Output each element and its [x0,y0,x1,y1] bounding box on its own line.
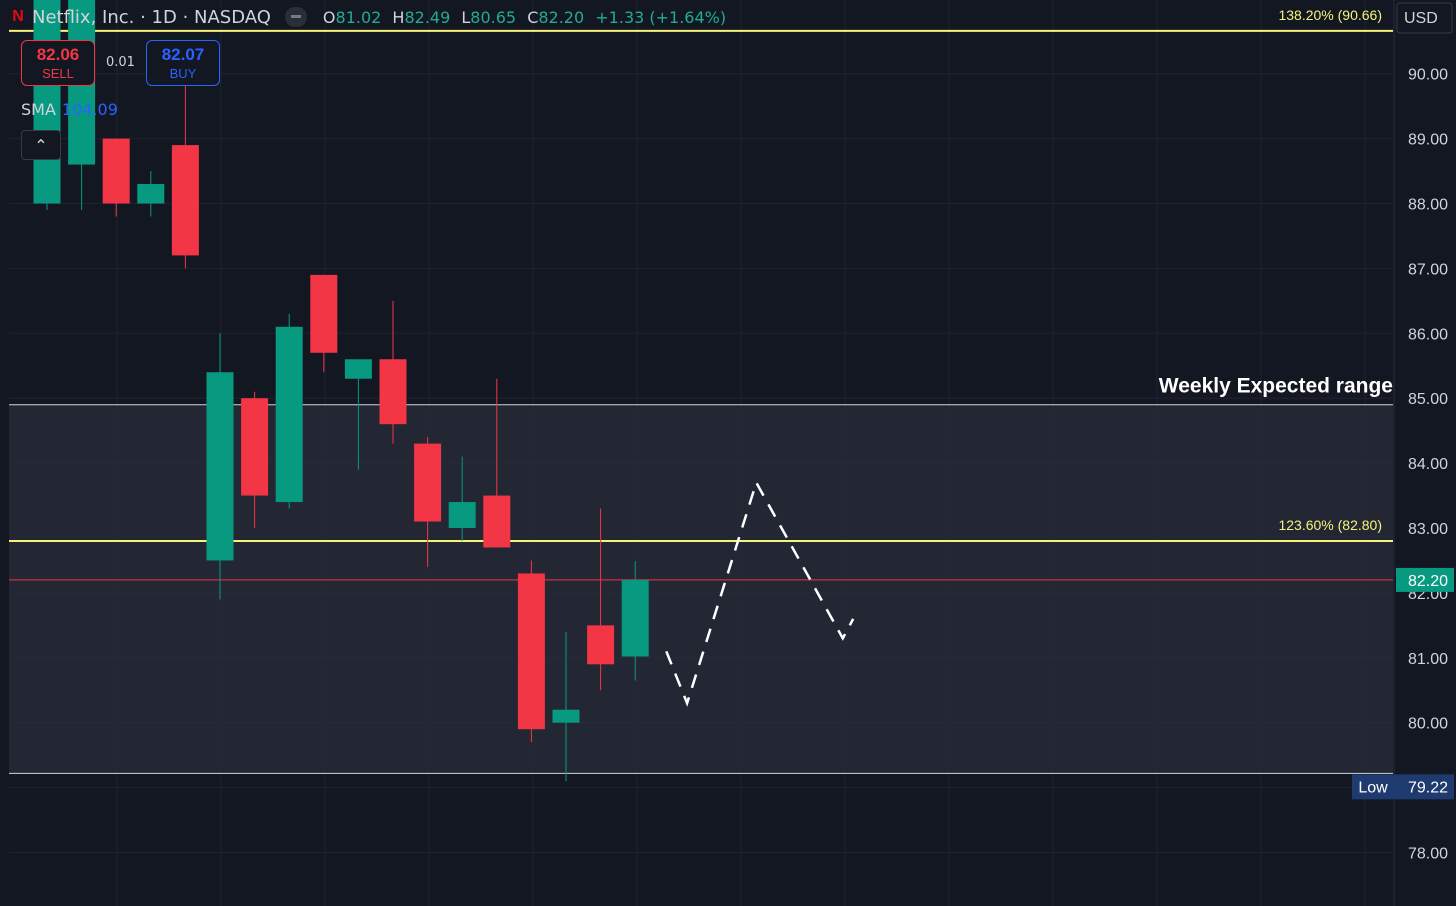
last-price-value: 82.20 [1408,573,1448,590]
currency-box[interactable] [1396,2,1453,34]
candle[interactable] [241,391,269,528]
expected-range-box [9,404,1393,774]
candles [33,0,649,782]
symbol-header[interactable]: N Netflix, Inc. · 1D · NASDAQ O81.02 H82… [8,4,726,30]
buy-price: 82.07 [161,45,205,64]
low-ohlc-value: 80.65 [470,7,517,27]
spread-value: 0.01 [106,55,135,70]
high-value: 82.49 [404,7,451,27]
last-price-badge [1396,567,1454,592]
netflix-logo-icon: N [8,7,28,27]
candle[interactable] [310,274,338,373]
sma-name: SMA [21,100,56,119]
collapse-button[interactable]: ⌃ [21,130,61,160]
range-label: Weekly Expected range [1159,375,1393,398]
y-tick-label: 90.00 [1408,67,1448,84]
y-tick-label: 85.00 [1408,391,1448,408]
candle[interactable] [587,508,615,691]
candle[interactable] [517,560,545,743]
low-badge [1352,774,1454,800]
candle[interactable] [621,561,649,681]
y-tick-label: 80.00 [1408,716,1448,733]
candle[interactable] [448,456,476,541]
y-tick-label: 88.00 [1408,197,1448,214]
currency-label: USD [1404,10,1438,27]
open-value: 81.02 [335,7,382,27]
buy-button[interactable]: 82.07 BUY [146,40,220,86]
close-value: 82.20 [538,7,585,27]
sell-button[interactable]: 82.06 SELL [21,40,95,86]
candle-body [137,184,165,204]
low-label: Low [1358,779,1388,796]
candle-body [517,573,545,730]
ohlc-values: O81.02 H82.49 L80.65 C82.20 +1.33 (+1.64… [317,8,726,27]
candle-body [102,138,130,204]
candle[interactable] [275,313,303,509]
low-ohlc-label: L [461,7,471,27]
candle[interactable] [552,631,580,782]
candle[interactable] [414,437,442,567]
candle-body [483,495,511,548]
candle-body [414,443,442,522]
low-value: 79.22 [1408,779,1448,796]
candle-body [241,398,269,496]
y-tick-label: 89.00 [1408,132,1448,149]
candle-body [587,625,615,665]
candle-body [448,502,476,528]
open-label: O [322,7,336,27]
high-label: H [392,7,405,27]
candle-body [33,0,61,204]
y-tick-label: 87.00 [1408,261,1448,278]
y-tick-label: 78.00 [1408,846,1448,863]
candle[interactable] [102,138,130,217]
candle[interactable] [483,378,511,548]
fib-123-label: 123.60% (82.80) [1278,517,1382,533]
sell-label: SELL [42,66,74,81]
y-tick-label: 81.00 [1408,651,1448,668]
y-tick-label: 83.00 [1408,521,1448,538]
candle[interactable] [171,73,199,269]
candle-body [275,326,303,503]
candle-body [552,709,580,723]
candle-body [379,359,407,425]
sma-value: 104.09 [61,100,118,119]
price-axis[interactable] [1394,0,1456,906]
candle[interactable] [137,171,165,217]
visibility-toggle-icon[interactable] [284,7,307,27]
projection-path[interactable] [665,479,855,707]
candle[interactable] [379,300,407,444]
y-tick-label: 84.00 [1408,456,1448,473]
candle-body [206,372,234,561]
candle-body [310,274,338,353]
chevron-up-icon: ⌃ [34,135,48,155]
sma-indicator[interactable]: SMA 104.09 [21,100,118,119]
candle-body [171,145,199,256]
fib-138-label: 138.20% (90.66) [1278,7,1382,23]
change-value: +1.33 (+1.64%) [595,7,727,27]
symbol-title: Netflix, Inc. · 1D · NASDAQ [32,6,271,28]
sell-price: 82.06 [36,45,80,64]
candle-body [621,579,649,657]
candle[interactable] [206,333,234,600]
candle-body [344,359,372,379]
y-tick-label: 86.00 [1408,326,1448,343]
close-label: C [527,7,539,27]
candle[interactable] [344,359,372,470]
buy-label: BUY [169,66,197,81]
candle[interactable] [33,0,61,210]
